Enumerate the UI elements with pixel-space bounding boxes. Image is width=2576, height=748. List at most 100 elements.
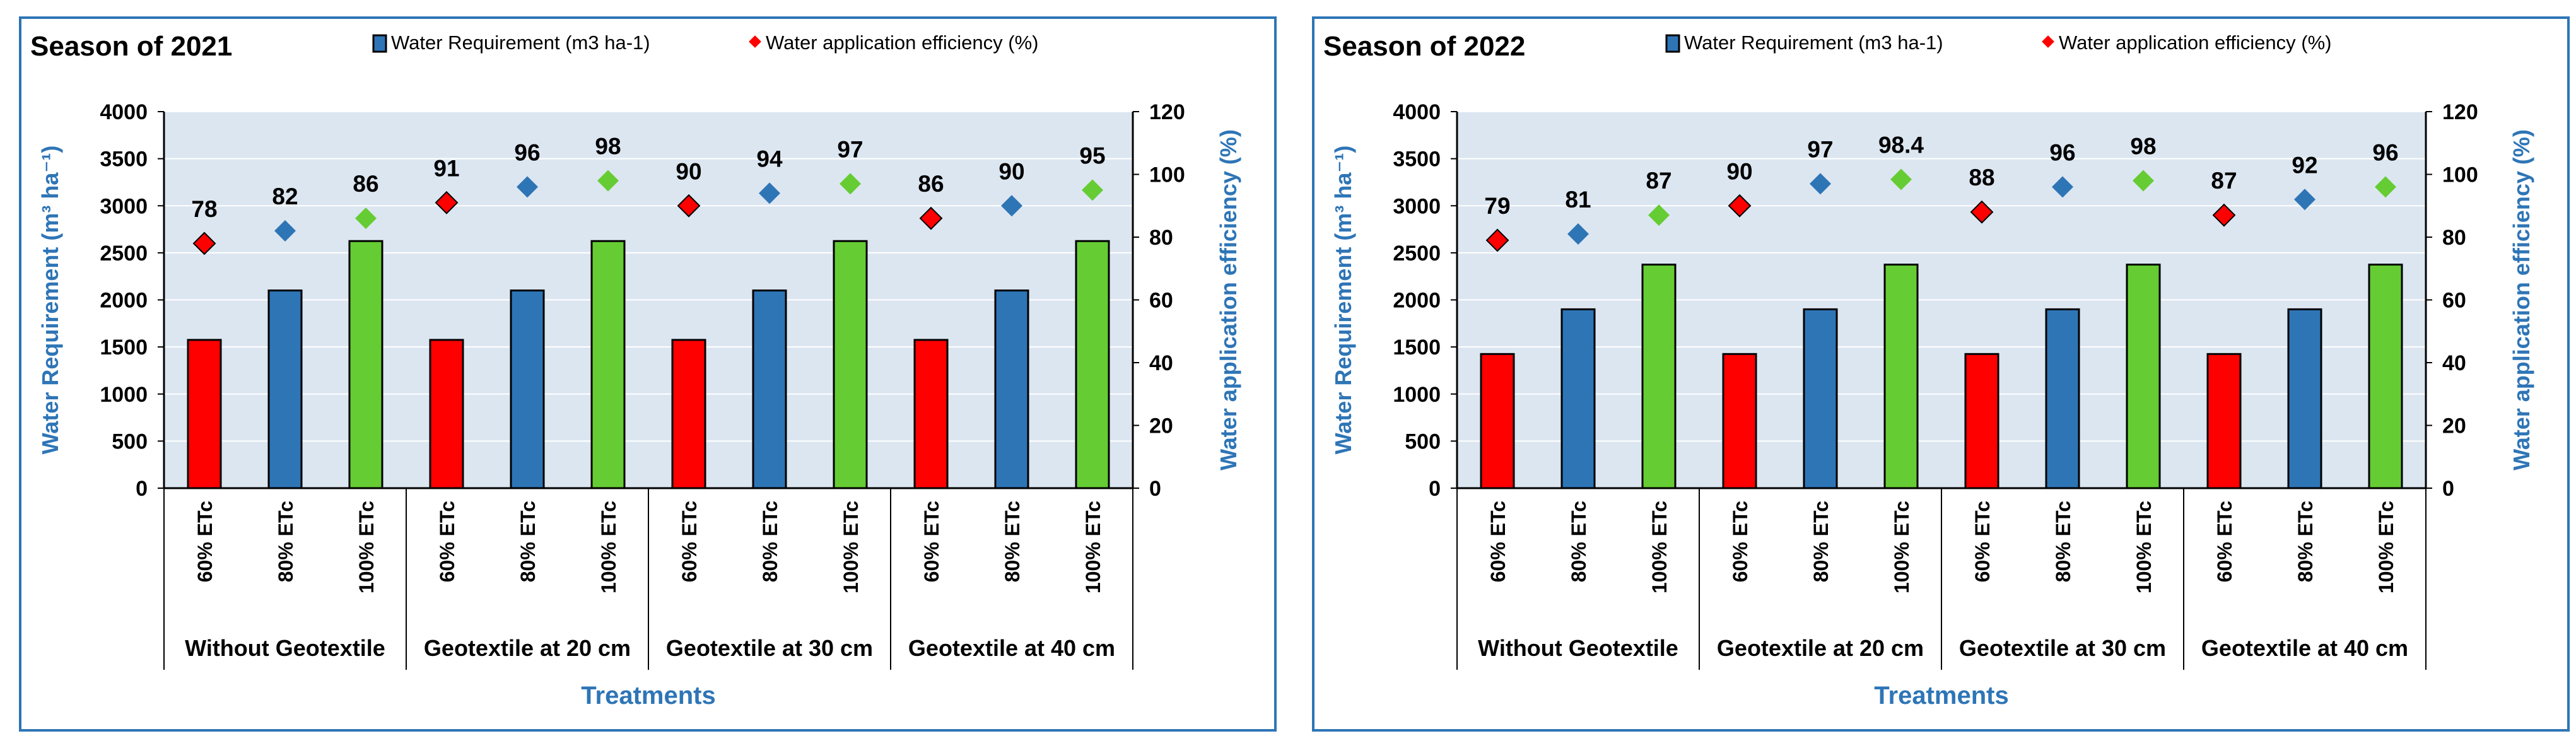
x-tick-label: 60% ETc bbox=[1729, 501, 1752, 582]
chart-title: Season of 2022 bbox=[1323, 31, 1525, 62]
x-tick-label: 80% ETc bbox=[759, 501, 782, 582]
y2-tick-label: 100 bbox=[1149, 163, 1185, 187]
data-label: 90 bbox=[1726, 158, 1752, 184]
y-tick-label: 1500 bbox=[100, 336, 148, 359]
legend-marker-swatch bbox=[749, 35, 761, 48]
y-tick-label: 4000 bbox=[1393, 100, 1441, 124]
bar bbox=[590, 240, 626, 489]
efficiency-marker bbox=[2052, 176, 2073, 198]
data-label: 98 bbox=[2130, 133, 2156, 159]
efficiency-marker bbox=[435, 190, 459, 214]
x-tick-label: 60% ETc bbox=[194, 501, 216, 582]
x-tick-label: 100% ETc bbox=[597, 501, 620, 593]
legend: Water Requirement (m3 ha-1) Water applica… bbox=[1665, 32, 2331, 54]
bar bbox=[348, 240, 383, 489]
bar bbox=[2126, 264, 2161, 489]
bar bbox=[752, 289, 787, 489]
y-tick-label: 2500 bbox=[100, 242, 148, 266]
group-label: Without Geotextile bbox=[1478, 635, 1678, 661]
group-label: Geotextile at 30 cm bbox=[666, 635, 873, 661]
x-tick-label: 60% ETc bbox=[1487, 501, 1509, 582]
bar bbox=[833, 240, 868, 489]
legend-bar-swatch bbox=[372, 34, 387, 53]
data-label: 82 bbox=[272, 184, 298, 209]
x-axis-title: Treatments bbox=[1874, 682, 2008, 710]
efficiency-marker bbox=[840, 173, 861, 195]
legend-bar-label: Water Requirement (m3 ha-1) bbox=[391, 32, 650, 54]
x-tick-label: 100% ETc bbox=[2133, 501, 2155, 593]
efficiency-marker bbox=[2294, 189, 2315, 211]
group-label: Geotextile at 20 cm bbox=[1717, 635, 1924, 661]
bar bbox=[2206, 353, 2242, 489]
bar bbox=[1803, 308, 1838, 489]
efficiency-marker bbox=[677, 194, 701, 218]
x-tick-label: 60% ETc bbox=[2213, 501, 2236, 582]
data-label: 97 bbox=[837, 136, 863, 162]
bar bbox=[1722, 353, 1757, 489]
x-tick-label: 60% ETc bbox=[678, 501, 701, 582]
y2-tick-label: 100 bbox=[2442, 163, 2478, 187]
data-label: 79 bbox=[1484, 193, 1510, 219]
efficiency-marker bbox=[1728, 194, 1752, 218]
data-label: 92 bbox=[2292, 152, 2317, 178]
bar bbox=[2045, 308, 2080, 489]
chart-panel-2021: Season of 2021 Water Requirement (m3 ha-1… bbox=[19, 16, 1277, 732]
efficiency-marker bbox=[919, 206, 943, 230]
x-tick-label: 80% ETc bbox=[2052, 501, 2075, 582]
y2-tick-label: 0 bbox=[2442, 477, 2454, 501]
data-label: 87 bbox=[1646, 168, 1671, 194]
y-tick-label: 1000 bbox=[1393, 383, 1441, 407]
data-label: 97 bbox=[1807, 136, 1833, 162]
y2-tick-label: 20 bbox=[2442, 414, 2466, 438]
data-label: 88 bbox=[1969, 165, 1994, 190]
group-label: Without Geotextile bbox=[185, 635, 385, 661]
group-label: Geotextile at 40 cm bbox=[2201, 635, 2408, 661]
chart-svg: Season of 2022 Water Requirement (m3 ha-1… bbox=[1323, 31, 2534, 710]
efficiency-marker bbox=[2375, 176, 2396, 198]
bar bbox=[994, 289, 1029, 489]
data-label: 96 bbox=[2372, 139, 2398, 165]
x-tick-label: 80% ETc bbox=[2294, 501, 2317, 582]
x-tick-label: 100% ETc bbox=[1890, 501, 1913, 593]
efficiency-marker bbox=[1648, 204, 1670, 226]
bar bbox=[267, 289, 303, 489]
efficiency-marker bbox=[517, 176, 538, 198]
y-tick-label: 2000 bbox=[100, 289, 148, 313]
y2-tick-label: 80 bbox=[2442, 226, 2466, 250]
x-tick-label: 60% ETc bbox=[1971, 501, 1994, 582]
y2-tick-label: 120 bbox=[2442, 100, 2478, 124]
bar bbox=[2287, 308, 2322, 489]
y2-tick-label: 0 bbox=[1149, 477, 1161, 501]
x-tick-label: 80% ETc bbox=[517, 501, 539, 582]
y2-tick-label: 60 bbox=[2442, 289, 2466, 313]
y-tick-label: 1000 bbox=[100, 383, 148, 407]
bar bbox=[1964, 353, 1999, 489]
data-label: 78 bbox=[191, 196, 217, 222]
data-label: 98 bbox=[595, 133, 621, 159]
bar bbox=[1075, 240, 1110, 489]
efficiency-marker bbox=[274, 220, 296, 242]
y2-tick-label: 60 bbox=[1149, 289, 1173, 313]
x-tick-label: 80% ETc bbox=[1001, 501, 1024, 582]
group-label: Geotextile at 40 cm bbox=[908, 635, 1115, 661]
y2-axis-title: Water application efficiency (%) bbox=[2509, 129, 2534, 470]
y-tick-label: 500 bbox=[112, 430, 148, 453]
chart-panel-2022: Season of 2022 Water Requirement (m3 ha-1… bbox=[1312, 16, 2570, 732]
bar bbox=[1641, 264, 1677, 489]
y-tick-label: 0 bbox=[1429, 477, 1441, 501]
data-label: 95 bbox=[1079, 143, 1105, 168]
x-tick-label: 80% ETc bbox=[1810, 501, 1832, 582]
efficiency-marker bbox=[1485, 228, 1509, 252]
y2-tick-label: 40 bbox=[2442, 351, 2466, 375]
y2-tick-label: 20 bbox=[1149, 414, 1173, 438]
bar bbox=[1480, 353, 1515, 489]
y-tick-label: 0 bbox=[136, 477, 148, 501]
x-tick-label: 80% ETc bbox=[274, 501, 297, 582]
data-label: 86 bbox=[918, 171, 944, 197]
data-label: 96 bbox=[2049, 139, 2075, 165]
legend-marker-label: Water application efficiency (%) bbox=[766, 32, 1038, 54]
y-axis-title: Water Requirement (m³ ha⁻¹) bbox=[37, 146, 63, 455]
y2-tick-label: 120 bbox=[1149, 100, 1185, 124]
bar bbox=[2368, 264, 2403, 489]
y-tick-label: 3500 bbox=[100, 148, 148, 172]
